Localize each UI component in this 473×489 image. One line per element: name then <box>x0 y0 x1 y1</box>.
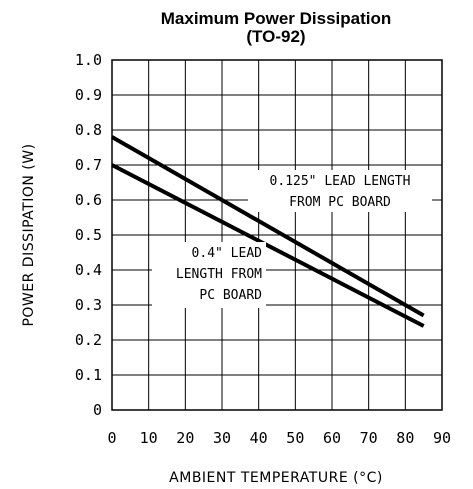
y-tick-label: 0.3 <box>75 296 102 314</box>
y-tick-label: 0.6 <box>75 191 102 209</box>
y-tick-label: 0.4 <box>75 261 102 279</box>
y-axis-label: POWER DISSIPATION (W) <box>21 143 37 326</box>
annotations: 0.125" LEAD LENGTH FROM PC BOARD 0.4" LEAD… <box>152 170 432 308</box>
x-axis-ticks: 0 10 20 30 40 50 60 70 80 90 <box>107 429 451 447</box>
x-tick-label: 10 <box>140 429 158 447</box>
y-tick-label: 0.5 <box>75 226 102 244</box>
x-tick-label: 80 <box>396 429 414 447</box>
annotation-text: FROM PC BOARD <box>289 195 391 210</box>
y-tick-label: 0.9 <box>75 86 102 104</box>
series-lines <box>111 135 425 328</box>
x-axis-label: AMBIENT TEMPERATURE (°C) <box>169 470 383 486</box>
y-tick-label: 0.7 <box>75 156 102 174</box>
series-line-1 <box>111 135 425 318</box>
chart-title: Maximum Power Dissipation <box>161 9 392 28</box>
x-tick-label: 0 <box>107 429 116 447</box>
annotation-text: LENGTH FROM <box>176 267 262 282</box>
y-tick-label: 0.2 <box>75 331 102 349</box>
chart-subtitle: (TO-92) <box>246 27 305 46</box>
annotation-text: PC BOARD <box>199 288 262 303</box>
annotation-text: 0.125" LEAD LENGTH <box>270 174 411 189</box>
x-tick-label: 20 <box>176 429 194 447</box>
annotation-background <box>248 170 432 212</box>
y-tick-label: 0 <box>93 401 102 419</box>
x-tick-label: 50 <box>286 429 304 447</box>
plot-frame <box>111 59 443 411</box>
y-tick-label: 0.1 <box>75 366 102 384</box>
x-tick-label: 70 <box>360 429 378 447</box>
annotation-text: 0.4" LEAD <box>192 246 263 261</box>
x-tick-label: 60 <box>323 429 341 447</box>
y-tick-label: 0.8 <box>75 121 102 139</box>
y-tick-label: 1.0 <box>75 51 102 69</box>
annotation-background <box>152 242 266 308</box>
y-axis-ticks: 0 0.1 0.2 0.3 0.4 0.5 0.6 0.7 0.8 0.9 1.0 <box>75 51 102 419</box>
x-tick-label: 40 <box>250 429 268 447</box>
x-tick-label: 90 <box>433 429 451 447</box>
x-tick-label: 30 <box>213 429 231 447</box>
series-line-2 <box>111 163 425 328</box>
grid <box>111 59 443 411</box>
